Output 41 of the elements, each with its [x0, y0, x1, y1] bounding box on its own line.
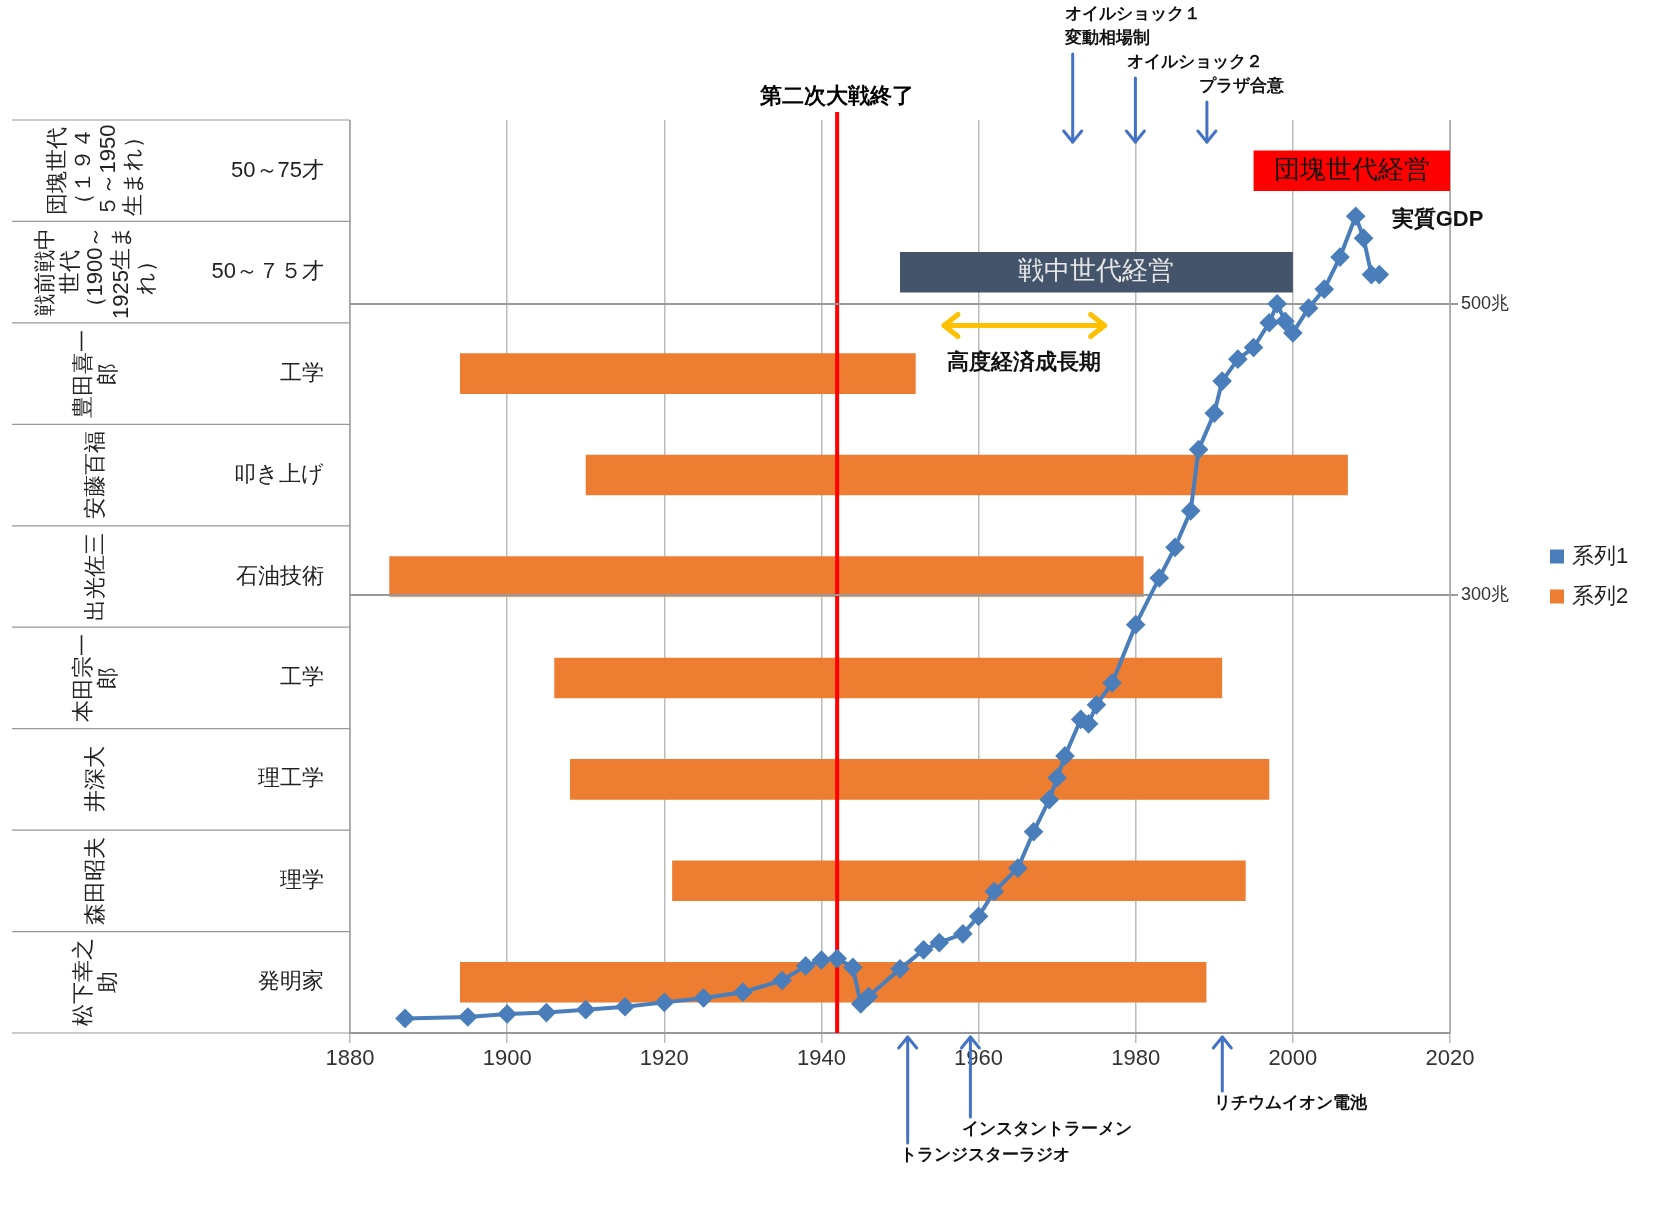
data-label: 団塊世代経営 [1273, 153, 1430, 184]
x-tick-label: 1900 [482, 1045, 532, 1071]
y2-tick-label: 森田昭夫 [81, 835, 109, 927]
text: オイルショック１ [1064, 4, 1201, 24]
text: リチウムイオン電池 [1214, 1093, 1369, 1113]
y2-tick-label: 井深大 [81, 745, 109, 815]
x-tick-label: 1880 [325, 1045, 375, 1071]
y2-tick-label: 安藤百福 [81, 430, 109, 522]
annotation: 実質GDP [1390, 206, 1484, 232]
y2-tick-label: 戦前戦中世代（1900～1925生まれ） [31, 224, 158, 320]
y2-tick-label: 本田宗一郎 [68, 632, 121, 724]
legend-label: 系列2 [1572, 582, 1629, 608]
y-tick-label: 50～75才 [231, 156, 324, 182]
text: インスタントラーメン [962, 1119, 1133, 1139]
y2-tick-label: 松下幸之助 [68, 937, 121, 1029]
y-tick-label: 理工学 [258, 765, 324, 791]
x-tick-label: 2020 [1425, 1045, 1475, 1071]
y2-tick-label: 豊田喜一郎 [68, 328, 121, 420]
text: トランジスターラジオ [899, 1145, 1070, 1165]
y-tick-label: 発明家 [258, 968, 324, 994]
ref-line-label: 第二次大戦終了 [759, 83, 915, 109]
y2-tick-label: 500兆 [1461, 292, 1510, 313]
x-tick-label: 1980 [1111, 1045, 1161, 1071]
text: オイルショック２ [1127, 52, 1264, 72]
text: 変動相場制 [1063, 28, 1150, 48]
y2-tick-label: 出光佐三 [81, 531, 109, 623]
data-label: 戦中世代経営 [1018, 255, 1175, 286]
y-tick-label: 石油技術 [236, 562, 324, 588]
y-tick-label: 工学 [280, 359, 324, 385]
annotation: 高度経済成長期 [947, 349, 1102, 375]
x-tick-label: 2000 [1268, 1045, 1318, 1071]
legend-label: 系列1 [1572, 542, 1629, 568]
x-tick-label: 1940 [796, 1045, 846, 1071]
y-tick-label: 工学 [280, 664, 324, 690]
y2-tick-label: 団塊世代（１９４５～1950生まれ） [43, 123, 147, 219]
y-tick-label: 理学 [280, 866, 324, 892]
y2-tick-label: 300兆 [1461, 584, 1510, 605]
x-tick-label: 1920 [639, 1045, 689, 1071]
y-tick-label: 50～７５才 [211, 258, 324, 284]
y-tick-label: 叩き上げ [234, 461, 324, 487]
text: プラザ合意 [1198, 76, 1285, 96]
